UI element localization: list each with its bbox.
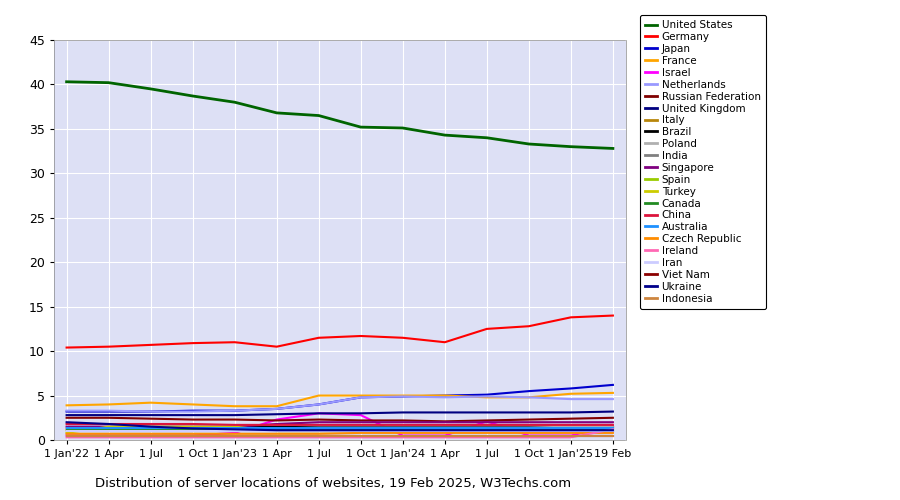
Legend: United States, Germany, Japan, France, Israel, Netherlands, Russian Federation, : United States, Germany, Japan, France, I… [640, 15, 766, 308]
Text: Distribution of server locations of websites, 19 Feb 2025, W3Techs.com: Distribution of server locations of webs… [94, 477, 572, 490]
